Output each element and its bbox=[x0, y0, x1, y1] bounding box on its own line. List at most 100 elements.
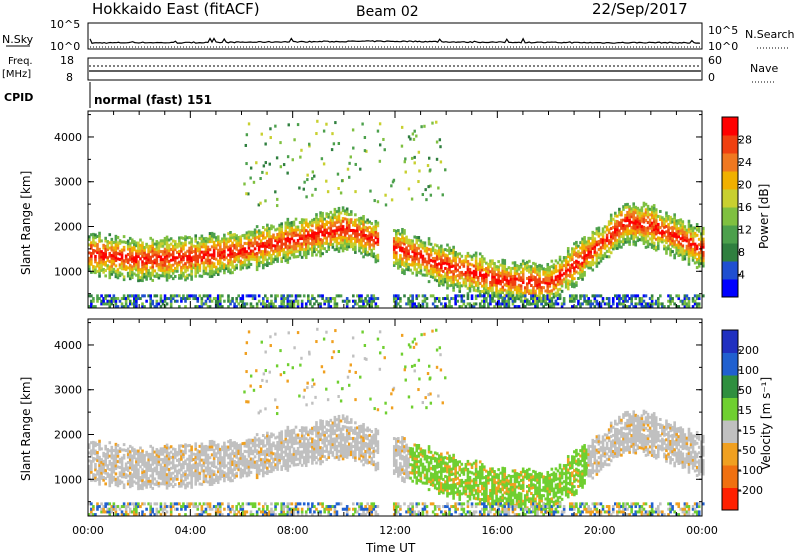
power-cell bbox=[130, 259, 134, 263]
power-cell bbox=[648, 305, 652, 309]
power-cell bbox=[491, 278, 494, 282]
power-cell bbox=[423, 241, 427, 245]
power-cell bbox=[485, 280, 488, 284]
power-cell bbox=[683, 230, 687, 234]
power-cell bbox=[650, 213, 654, 217]
power-cell bbox=[184, 264, 187, 268]
power-cell bbox=[241, 234, 245, 238]
power-cell bbox=[306, 246, 310, 250]
power-cell bbox=[349, 245, 353, 249]
power-cell bbox=[673, 242, 676, 246]
colorbar-segment bbox=[722, 135, 738, 154]
power-cell bbox=[268, 256, 271, 260]
power-cell bbox=[675, 232, 678, 236]
power-cell bbox=[450, 283, 453, 287]
power-cell bbox=[341, 206, 345, 210]
power-cell bbox=[523, 291, 527, 295]
velocity-cell bbox=[110, 475, 114, 479]
velocity-cell bbox=[182, 466, 185, 470]
power-cell bbox=[315, 223, 318, 227]
power-cell bbox=[413, 251, 417, 255]
power-cell bbox=[650, 294, 654, 298]
power-cell bbox=[395, 253, 398, 257]
power-cell bbox=[458, 265, 462, 269]
power-cell bbox=[362, 249, 365, 253]
power-cell bbox=[309, 223, 312, 227]
power-cell bbox=[597, 234, 601, 238]
power-cell bbox=[122, 305, 126, 309]
power-cell bbox=[685, 239, 689, 243]
power-cell bbox=[534, 297, 537, 301]
power-cell bbox=[433, 243, 437, 247]
power-cell bbox=[376, 234, 380, 238]
power-cell bbox=[499, 302, 502, 306]
power-cell bbox=[665, 249, 668, 253]
power-cell bbox=[593, 240, 597, 244]
power-cell bbox=[431, 294, 435, 298]
velocity-cell bbox=[151, 481, 155, 485]
power-cell bbox=[656, 244, 660, 248]
power-cell bbox=[618, 223, 621, 227]
power-cell bbox=[679, 253, 683, 257]
power-cell bbox=[579, 254, 582, 258]
power-cell bbox=[613, 246, 617, 250]
velocity-cell bbox=[126, 452, 130, 456]
power-cell bbox=[186, 273, 189, 277]
power-cell bbox=[587, 236, 590, 240]
power-cell bbox=[638, 302, 642, 306]
velocity-cell bbox=[161, 471, 165, 475]
power-cell bbox=[249, 262, 253, 266]
velocity-cell bbox=[141, 484, 144, 488]
power-cell bbox=[161, 239, 165, 243]
power-cell bbox=[149, 266, 152, 270]
power-cell bbox=[306, 222, 310, 226]
power-cell bbox=[478, 260, 482, 264]
power-cell bbox=[581, 272, 584, 276]
velocity-cell bbox=[141, 513, 144, 517]
power-cell bbox=[675, 227, 678, 231]
velocity-cell bbox=[149, 513, 152, 517]
power-cell bbox=[247, 233, 251, 237]
power-cell bbox=[329, 210, 333, 214]
velocity-cell bbox=[184, 459, 187, 463]
power-cell bbox=[147, 247, 150, 251]
power-cell bbox=[571, 247, 574, 251]
power-cell bbox=[440, 282, 443, 286]
power-cell bbox=[568, 264, 572, 268]
power-cell bbox=[247, 122, 251, 126]
power-cell bbox=[587, 250, 590, 254]
power-cell bbox=[410, 197, 414, 201]
power-cell bbox=[699, 259, 703, 263]
velocity-cell bbox=[155, 469, 159, 473]
power-cell bbox=[147, 260, 150, 264]
power-cell bbox=[695, 223, 699, 227]
power-cell bbox=[208, 232, 212, 236]
velocity-cell bbox=[171, 485, 175, 489]
power-cell bbox=[669, 294, 672, 298]
power-cell bbox=[417, 180, 420, 184]
power-cell bbox=[311, 177, 314, 181]
power-cell bbox=[632, 242, 636, 246]
power-cell bbox=[157, 244, 161, 248]
power-cell bbox=[249, 305, 253, 309]
power-cell bbox=[659, 302, 662, 306]
power-cell bbox=[94, 233, 97, 237]
power-cell bbox=[362, 247, 365, 251]
power-cell bbox=[421, 241, 425, 245]
power-cell bbox=[190, 248, 193, 252]
power-cell bbox=[208, 253, 212, 257]
power-cell bbox=[151, 302, 155, 306]
power-cell bbox=[546, 265, 550, 269]
power-cell bbox=[335, 302, 339, 306]
power-cell bbox=[581, 237, 584, 241]
power-cell bbox=[247, 246, 251, 250]
velocity-cell bbox=[108, 476, 112, 480]
power-cell bbox=[264, 161, 267, 165]
power-cell bbox=[106, 299, 110, 303]
power-cell bbox=[163, 253, 167, 257]
power-cell bbox=[360, 294, 363, 298]
power-cell bbox=[593, 237, 597, 241]
power-cell bbox=[347, 218, 351, 222]
power-cell bbox=[399, 246, 402, 250]
power-cell bbox=[290, 234, 294, 238]
